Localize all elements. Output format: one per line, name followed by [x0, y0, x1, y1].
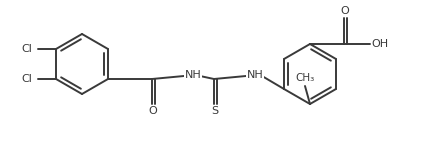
Text: NH: NH: [185, 70, 201, 80]
Text: Cl: Cl: [21, 44, 32, 54]
Text: O: O: [149, 106, 157, 116]
Text: CH₃: CH₃: [295, 73, 314, 83]
Text: NH: NH: [246, 70, 263, 80]
Text: OH: OH: [371, 39, 388, 49]
Text: Cl: Cl: [21, 74, 32, 84]
Text: S: S: [211, 106, 219, 116]
Text: O: O: [340, 6, 349, 16]
